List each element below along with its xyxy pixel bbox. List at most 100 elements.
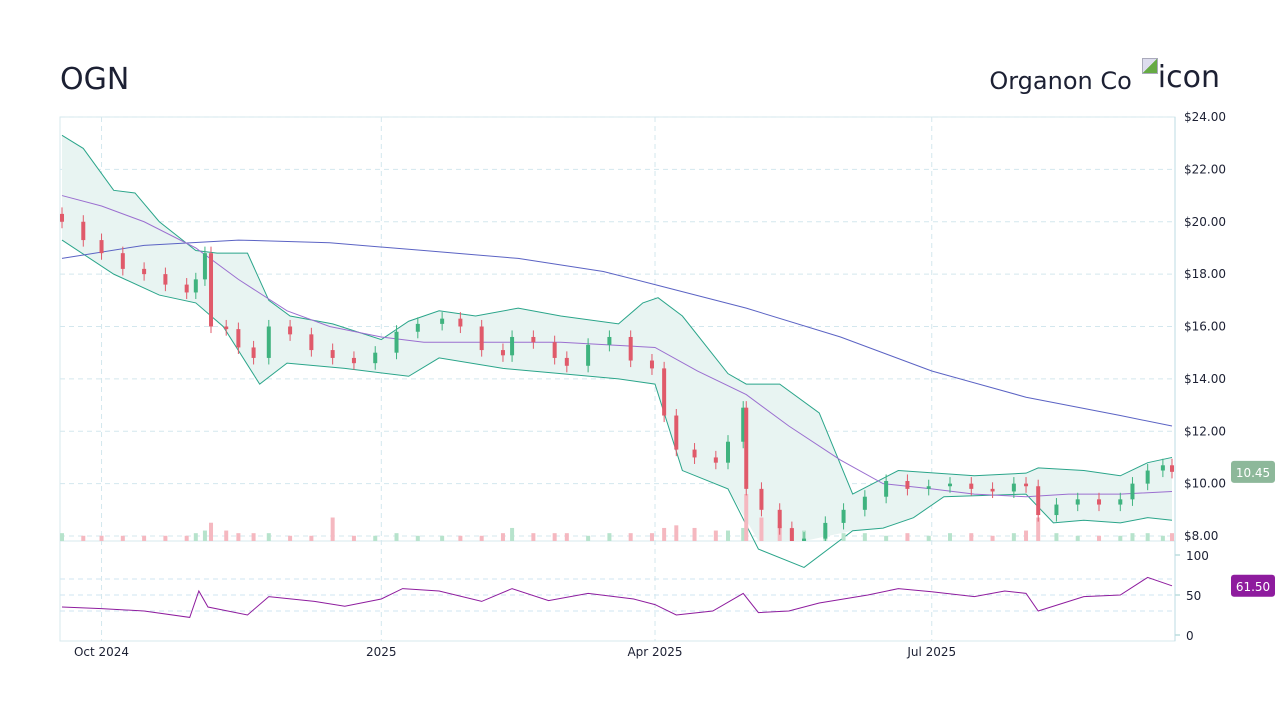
volume-bar bbox=[458, 535, 463, 541]
volume-bar bbox=[309, 535, 314, 541]
volume-bar bbox=[120, 535, 125, 541]
last-price-badge bbox=[1231, 460, 1275, 483]
candle-body bbox=[1011, 483, 1016, 492]
candle-body bbox=[99, 240, 104, 254]
volume-bar bbox=[251, 533, 256, 541]
bollinger-bands bbox=[61, 134, 1173, 568]
candle-body bbox=[777, 509, 782, 529]
rsi-panel bbox=[60, 576, 1175, 618]
candle-body bbox=[692, 449, 697, 458]
volume-bar bbox=[373, 535, 378, 541]
volume-bar bbox=[1170, 533, 1174, 541]
price-tick-label: $24.00 bbox=[1184, 110, 1226, 124]
candle-body bbox=[662, 368, 667, 416]
volume-bar bbox=[99, 535, 104, 541]
candle-body bbox=[1054, 504, 1059, 516]
volume-bar bbox=[142, 535, 147, 541]
volume-bar bbox=[510, 527, 515, 541]
volume-bar bbox=[330, 517, 335, 541]
candle-body bbox=[649, 360, 654, 369]
candle-body bbox=[841, 509, 846, 523]
date-tick-label: Jul 2025 bbox=[906, 645, 956, 659]
candle-body bbox=[309, 334, 314, 351]
candle-body bbox=[224, 326, 229, 330]
candle-body bbox=[607, 336, 612, 345]
volume-bar bbox=[862, 533, 867, 541]
candle-body bbox=[440, 318, 445, 324]
candle-body bbox=[741, 407, 746, 442]
candle-body bbox=[330, 350, 335, 358]
candle-body bbox=[193, 279, 198, 293]
bollinger-upper-line bbox=[61, 134, 1173, 495]
candle-body bbox=[564, 357, 569, 366]
volume-bar bbox=[415, 535, 420, 541]
candle-body bbox=[373, 352, 378, 364]
candle-body bbox=[1118, 499, 1123, 505]
volume-bar bbox=[744, 494, 749, 541]
candle-body bbox=[1036, 486, 1041, 516]
candle-body bbox=[81, 221, 86, 241]
candle-body bbox=[1075, 499, 1080, 505]
volume-bar bbox=[564, 533, 569, 541]
volume-bar bbox=[1075, 535, 1080, 541]
volume-bar bbox=[1118, 535, 1123, 541]
candle-body bbox=[744, 407, 749, 489]
candle-body bbox=[202, 253, 207, 280]
volume-bar bbox=[1011, 533, 1016, 541]
volume-bar bbox=[841, 533, 846, 541]
candle-body bbox=[351, 357, 356, 364]
candle-body bbox=[1170, 465, 1174, 472]
volume-bar bbox=[60, 533, 64, 541]
volume-bar bbox=[1130, 533, 1135, 541]
price-tick-label: $22.00 bbox=[1184, 162, 1226, 176]
candles bbox=[60, 207, 1174, 541]
volume-bar bbox=[649, 533, 654, 541]
sma200-line bbox=[61, 239, 1173, 427]
price-tick-label: $14.00 bbox=[1184, 372, 1226, 386]
bollinger-band-fill bbox=[62, 135, 1172, 542]
volume-bar bbox=[607, 533, 612, 541]
volume-bar bbox=[969, 533, 974, 541]
candle-body bbox=[458, 318, 463, 327]
candle-body bbox=[251, 347, 256, 358]
candle-body bbox=[726, 441, 730, 463]
volume-bar bbox=[288, 535, 293, 541]
candle-body bbox=[184, 284, 189, 293]
volume-bars bbox=[60, 494, 1174, 541]
candle-body bbox=[236, 329, 241, 348]
volume-bar bbox=[905, 533, 910, 541]
candle-body bbox=[926, 486, 931, 489]
rsi-tick-label: 0 bbox=[1186, 629, 1194, 643]
volume-bar bbox=[209, 522, 214, 541]
rsi-line bbox=[61, 576, 1173, 618]
candle-body bbox=[969, 483, 974, 489]
volume-bar bbox=[266, 533, 271, 541]
volume-bar bbox=[531, 533, 536, 541]
volume-bar bbox=[1145, 533, 1150, 541]
volume-bar bbox=[202, 530, 207, 541]
price-tick-label: $12.00 bbox=[1184, 424, 1226, 438]
price-tick-label: $20.00 bbox=[1184, 215, 1226, 229]
candle-body bbox=[120, 253, 125, 269]
candle-body bbox=[1097, 499, 1102, 505]
volume-bar bbox=[726, 530, 730, 541]
volume-bar bbox=[193, 533, 198, 541]
candle-body bbox=[415, 323, 420, 332]
volume-bar bbox=[884, 535, 889, 541]
candle-body bbox=[789, 528, 794, 541]
price-tick-label: $16.00 bbox=[1184, 320, 1226, 334]
candle-body bbox=[948, 483, 952, 487]
candle-body bbox=[60, 213, 64, 222]
rsi-value-badge bbox=[1231, 574, 1275, 597]
volume-bar bbox=[926, 535, 931, 541]
volume-bar bbox=[713, 530, 718, 541]
candle-body bbox=[500, 350, 505, 356]
candle-body bbox=[823, 522, 828, 539]
volume-bar bbox=[81, 535, 86, 541]
volume-bar bbox=[479, 535, 484, 541]
candle-body bbox=[1145, 470, 1150, 484]
company-logo-icon: icon bbox=[1141, 58, 1220, 95]
rsi-value-label: 61.50 bbox=[1236, 580, 1270, 594]
date-tick-label: Oct 2024 bbox=[74, 645, 129, 659]
